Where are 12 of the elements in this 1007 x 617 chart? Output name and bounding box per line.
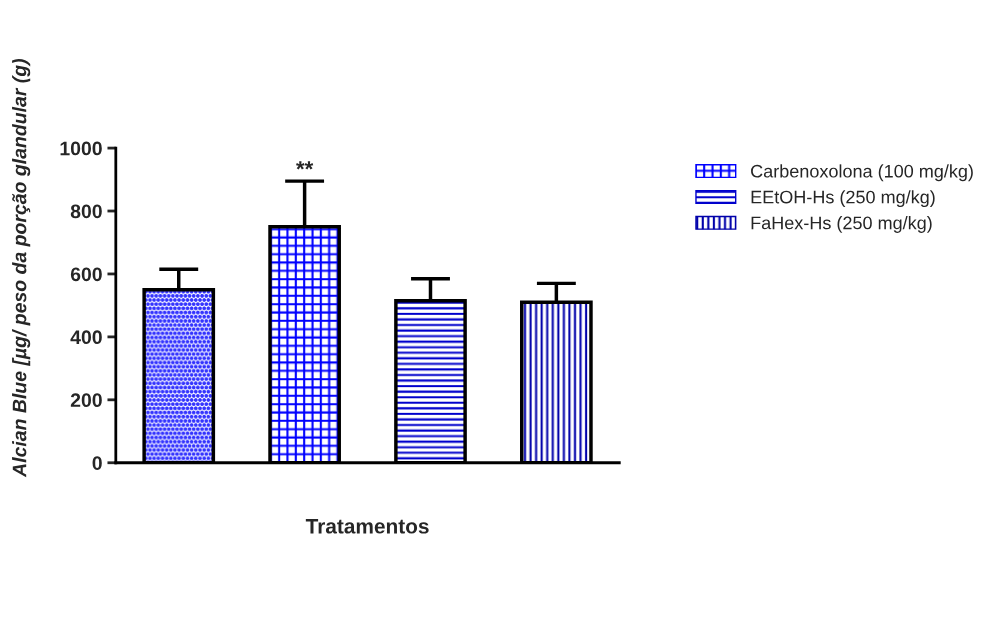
- legend-label: EEtOH-Hs (250 mg/kg): [751, 190, 935, 208]
- legend-label: Carbenoxolona (100 mg/kg): [751, 164, 973, 182]
- y-tick-label: 400: [70, 330, 102, 345]
- y-tick-label: 0: [92, 456, 102, 470]
- y-tick-label: 1000: [60, 141, 102, 156]
- y-tick-label: 600: [70, 267, 102, 282]
- legend-label: FaHex-Hs (250 mg/kg): [751, 216, 932, 233]
- annotation: **: [296, 161, 314, 170]
- y-axis-title: Alcian Blue [µg/ peso da porção glandular (g): [12, 58, 31, 478]
- x-axis-title: Tratamentos: [305, 519, 429, 534]
- y-tick-label: 800: [70, 204, 102, 219]
- y-tick-label: 200: [70, 393, 102, 408]
